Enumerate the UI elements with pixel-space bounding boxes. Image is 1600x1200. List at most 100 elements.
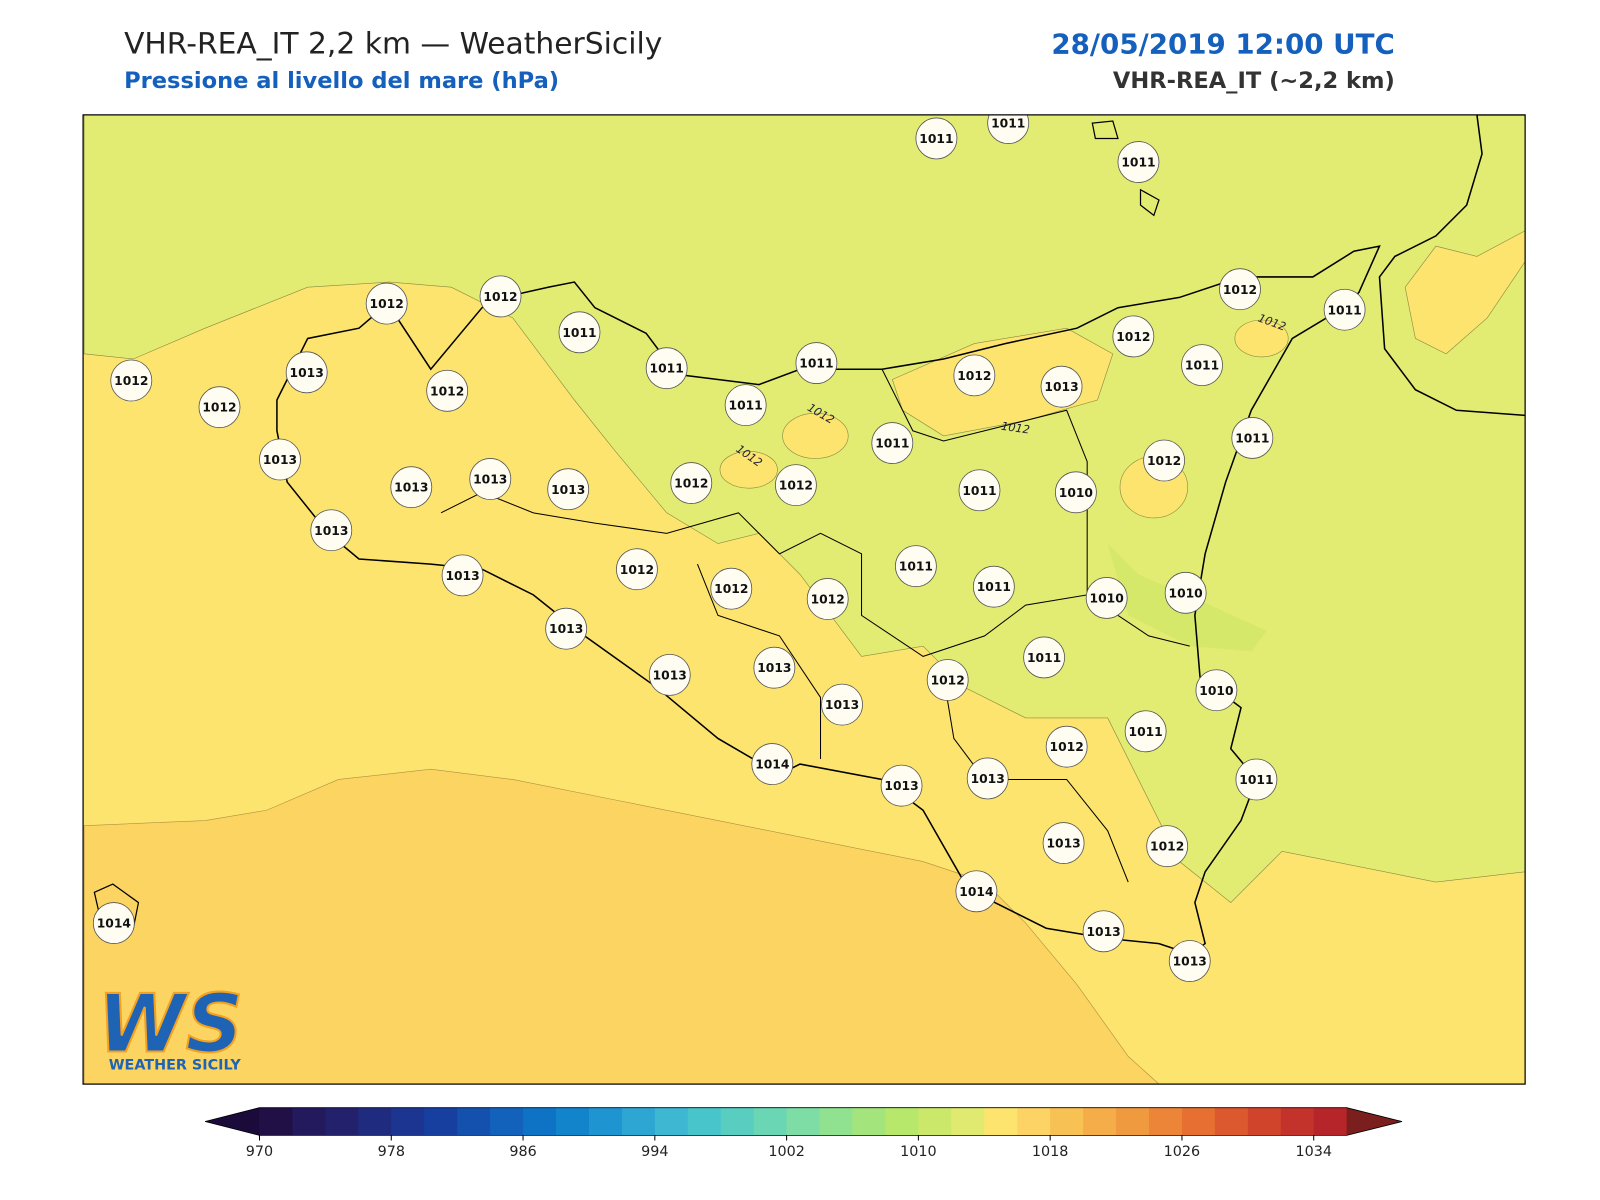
colorbar-bin xyxy=(1280,1107,1315,1136)
colorbar-bin xyxy=(292,1107,326,1136)
colorbar-tick-label: 978 xyxy=(378,1144,405,1160)
contour-label: 1012 xyxy=(1000,420,1030,437)
station-marker xyxy=(1042,822,1085,864)
station-marker xyxy=(310,509,353,552)
station-value: 1012 xyxy=(114,374,148,388)
station-marker xyxy=(710,567,753,610)
datetime: 28/05/2019 12:00 UTC xyxy=(1051,27,1394,60)
station-marker xyxy=(894,545,937,588)
station-value: 1012 xyxy=(714,582,748,596)
station-marker xyxy=(1112,315,1155,358)
station-value: 1013 xyxy=(825,698,859,712)
station-marker xyxy=(1045,725,1088,768)
station-value: 1011 xyxy=(1327,303,1361,317)
station-value: 1013 xyxy=(445,569,479,583)
colorbar-bin xyxy=(358,1107,392,1136)
station-marker xyxy=(1323,288,1366,331)
station-value: 1014 xyxy=(959,885,993,899)
station-marker xyxy=(670,462,713,504)
station-value: 1014 xyxy=(97,917,131,931)
station-value: 1011 xyxy=(1121,156,1155,170)
station-marker xyxy=(1181,344,1223,387)
colorbar-tick-label: 1010 xyxy=(900,1144,937,1160)
station-value: 1011 xyxy=(1239,773,1273,787)
field-blobs xyxy=(719,230,1526,519)
station-value: 1012 xyxy=(1150,840,1184,854)
colorbar-tick-label: 1034 xyxy=(1295,1144,1332,1160)
colorbar-bin xyxy=(984,1107,1018,1136)
station-value: 1012 xyxy=(620,563,654,577)
station-value: 1013 xyxy=(884,779,918,793)
colorbar-bin xyxy=(1181,1107,1216,1136)
station-value: 1011 xyxy=(1185,359,1219,373)
station-value: 1011 xyxy=(1235,431,1269,445)
station-value: 1011 xyxy=(1129,725,1163,739)
colorbar-bin xyxy=(786,1107,821,1136)
station-value: 1012 xyxy=(931,674,965,688)
station-marker xyxy=(795,342,838,384)
station-value: 1013 xyxy=(551,483,585,497)
colorbar-tick-label: 970 xyxy=(246,1144,273,1160)
station-marker xyxy=(1040,365,1083,408)
station-value: 1010 xyxy=(1090,591,1124,605)
logo-mark: WS xyxy=(97,977,243,1070)
station-marker xyxy=(648,653,691,696)
station-marker xyxy=(1124,710,1167,753)
colorbar-extend-high xyxy=(1346,1107,1403,1136)
station-marker xyxy=(645,347,688,390)
station-marker xyxy=(1168,940,1211,982)
station-value: 1012 xyxy=(674,477,708,491)
station-marker xyxy=(880,764,923,807)
map: 1011 1011 1011 1012 1012 1011 1011 1011 1011 1012… xyxy=(83,114,1526,1085)
station-value: 1013 xyxy=(1044,380,1078,394)
station-value: 1012 xyxy=(1050,740,1084,754)
title: VHR-REA_IT 2,2 km — WeatherSicily xyxy=(124,26,662,61)
colorbar-bin xyxy=(1050,1107,1084,1136)
station-value: 1011 xyxy=(991,117,1025,131)
station-value: 1011 xyxy=(977,580,1011,594)
station-value: 1013 xyxy=(290,366,324,380)
station-marker xyxy=(1235,758,1278,801)
station-value: 1010 xyxy=(1169,586,1203,600)
station-value: 1011 xyxy=(650,362,684,376)
calabria-coast xyxy=(1378,114,1526,417)
station-marker xyxy=(871,422,914,464)
map-frame xyxy=(82,114,1526,1085)
colorbar-bin xyxy=(490,1107,524,1136)
station-marker xyxy=(821,683,863,726)
station-marker xyxy=(987,114,1030,144)
colorbar-bin xyxy=(588,1107,623,1136)
station-value: 1012 xyxy=(483,290,517,304)
station-value: 1013 xyxy=(653,668,687,682)
colorbar-bin xyxy=(819,1107,854,1136)
station-marker xyxy=(285,351,328,394)
logo: WS WEATHER SICILY xyxy=(96,976,244,1073)
station-value: 1012 xyxy=(779,479,813,493)
colorbar-bin xyxy=(654,1107,689,1136)
coastline xyxy=(276,245,1381,955)
station-marker xyxy=(545,607,588,650)
station-value: 1011 xyxy=(899,560,933,574)
station-marker xyxy=(426,369,469,412)
station-marker xyxy=(547,468,590,511)
colorbar: 970 978 986 994 1002 1010 1018 1026 1034 xyxy=(205,1107,1403,1160)
station-marker xyxy=(915,117,958,160)
station-marker xyxy=(390,466,433,509)
colorbar-bin xyxy=(852,1107,886,1136)
station-marker xyxy=(972,565,1015,608)
colorbar-bin xyxy=(259,1107,293,1136)
station-value: 1011 xyxy=(962,484,996,498)
field-1014 xyxy=(83,768,1160,1085)
colorbar-bin xyxy=(1247,1107,1282,1136)
station-value: 1011 xyxy=(799,357,833,371)
station-value: 1012 xyxy=(202,401,236,415)
station-marker xyxy=(953,354,996,397)
station-marker xyxy=(1164,571,1207,614)
station-value: 1013 xyxy=(757,661,791,675)
station-value: 1013 xyxy=(1086,925,1120,939)
station-value: 1013 xyxy=(971,772,1005,786)
station-marker xyxy=(1195,669,1238,712)
colorbar-bin xyxy=(885,1107,919,1136)
colorbar-bin xyxy=(1148,1107,1183,1136)
